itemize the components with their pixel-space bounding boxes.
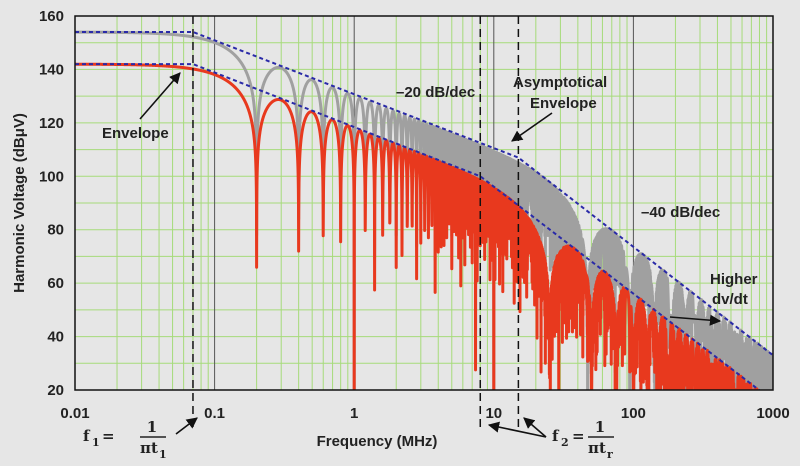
- asymptotic-envelopes: [75, 31, 773, 390]
- corner-frequency-markers: [192, 16, 520, 428]
- arrow-f2-left: [487, 421, 547, 438]
- y-tick-label: 60: [47, 275, 64, 292]
- y-tick-label: 80: [47, 222, 64, 239]
- annotation-higher: Higher: [710, 271, 758, 288]
- y-tick-labels: 20 40 60 80 100 120 140 160: [39, 8, 64, 399]
- x-tick-label: 0.01: [60, 405, 89, 422]
- svg-text:=: =: [102, 427, 115, 445]
- envelope-line: [75, 31, 773, 357]
- arrow-f1: [175, 417, 198, 435]
- svg-text:1: 1: [159, 448, 167, 461]
- svg-text:πt: πt: [588, 439, 606, 457]
- y-axis-title: Harmonic Voltage (dBμV): [11, 113, 28, 293]
- arrow-envelope: [139, 72, 181, 120]
- y-tick-label: 160: [39, 8, 64, 25]
- y-tick-label: 20: [47, 382, 64, 399]
- y-tick-label: 120: [39, 115, 64, 132]
- arrow-higher-dvdt: [669, 314, 722, 326]
- svg-text:1: 1: [147, 418, 157, 436]
- arrow-f2-right: [523, 417, 547, 438]
- y-tick-label: 140: [39, 61, 64, 78]
- x-tick-label: 1000: [756, 405, 789, 422]
- x-tick-label: 10: [485, 405, 502, 422]
- x-tick-label: 0.1: [204, 405, 225, 422]
- plot-frame: [74, 15, 774, 391]
- x-axis-title: Frequency (MHz): [317, 433, 438, 450]
- envelope-line: [75, 63, 761, 390]
- x-tick-labels: 0.01 0.1 1 10 100 1000: [60, 405, 789, 422]
- formula-f2: f 2 = 1 πt r: [552, 418, 614, 461]
- svg-text:f: f: [83, 427, 91, 445]
- svg-text:r: r: [607, 448, 613, 461]
- svg-text:1: 1: [92, 436, 100, 449]
- y-tick-label: 100: [39, 168, 64, 185]
- svg-text:=: =: [572, 427, 585, 445]
- svg-text:f: f: [552, 427, 560, 445]
- annotation-asymptotical-envelope: Envelope: [530, 95, 597, 112]
- annotation-minus-20db: –20 dB/dec: [396, 84, 475, 101]
- annotation-asymptotical: Asymptotical: [513, 74, 607, 91]
- spectrum-line: [75, 62, 759, 390]
- svg-text:1: 1: [595, 418, 605, 436]
- formula-f1: f 1 = 1 πt 1: [83, 418, 167, 461]
- x-tick-label: 100: [621, 405, 646, 422]
- annotation-minus-40db: –40 dB/dec: [641, 204, 720, 221]
- spectrum-line: [75, 30, 773, 390]
- svg-text:2: 2: [561, 436, 569, 449]
- annotation-dvdt: dv/dt: [712, 291, 748, 308]
- spectra: [75, 30, 773, 390]
- x-tick-label: 1: [350, 405, 358, 422]
- y-tick-label: 40: [47, 329, 64, 346]
- arrow-asymptotical: [511, 112, 553, 142]
- svg-text:πt: πt: [140, 439, 158, 457]
- annotation-envelope: Envelope: [102, 125, 169, 142]
